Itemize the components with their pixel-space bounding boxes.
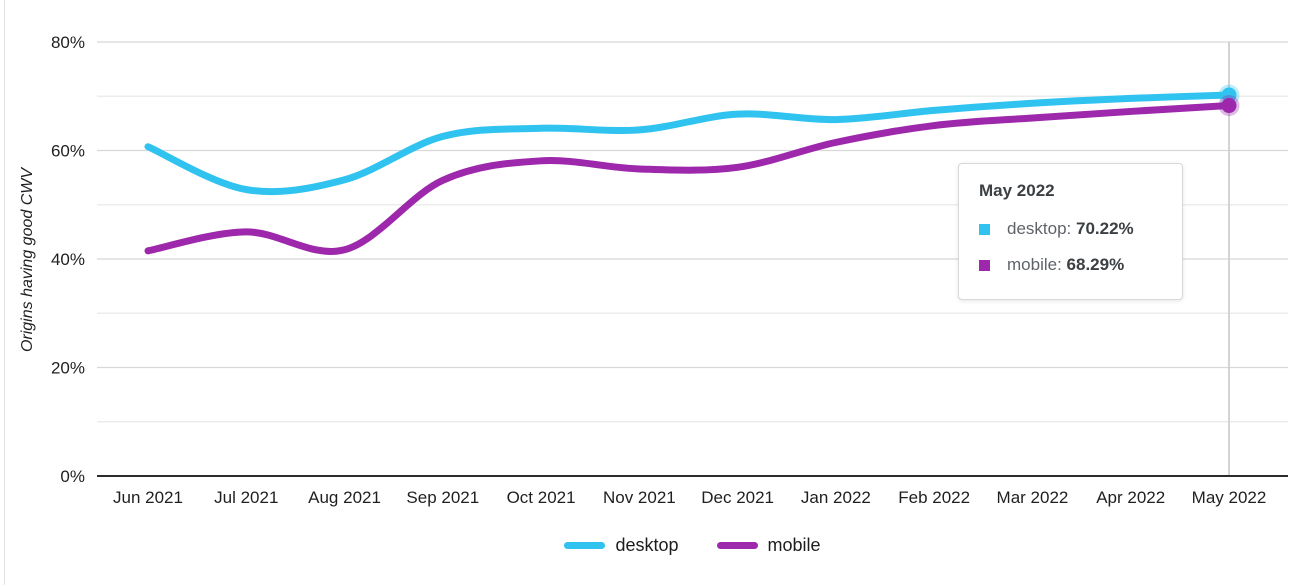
tooltip-title: May 2022 <box>979 181 1055 200</box>
x-tick-label: May 2022 <box>1192 488 1267 507</box>
x-tick-label: Feb 2022 <box>898 488 970 507</box>
mobile-end-dot[interactable] <box>1221 98 1237 114</box>
x-tick-label: Mar 2022 <box>997 488 1069 507</box>
x-tick-label: Aug 2021 <box>308 488 381 507</box>
desktop-swatch-icon <box>979 223 990 235</box>
desktop-line-swatch-icon <box>564 542 606 549</box>
x-tick-label: Sep 2021 <box>406 488 479 507</box>
tooltip: May 2022 desktop: 70.22% mobile: 68.29% <box>958 163 1183 300</box>
y-tick-label: 0% <box>60 467 85 486</box>
line-chart-plot-area[interactable]: 80% 60% 40% 20% 0% Jun 2021 Jul 2021 Aug 2021 Se… <box>0 0 1301 520</box>
card-left-border <box>4 0 5 585</box>
mobile-swatch-icon <box>979 259 990 271</box>
x-tick-label: Oct 2021 <box>507 488 576 507</box>
x-tick-label: Jul 2021 <box>214 488 278 507</box>
tooltip-row-desktop: desktop: 70.22% <box>979 219 1162 239</box>
mobile-line[interactable] <box>144 102 1233 255</box>
y-tick-label: 20% <box>51 359 85 378</box>
legend-item-mobile[interactable]: mobile <box>716 535 821 556</box>
legend-desktop-label: desktop <box>615 535 679 555</box>
y-tick-label: 60% <box>51 142 85 161</box>
desktop-line[interactable] <box>144 91 1233 196</box>
y-tick-label: 40% <box>51 250 85 269</box>
legend: desktop mobile <box>97 535 1288 556</box>
tooltip-desktop-label: desktop: <box>1007 219 1072 238</box>
desktop-end-dot[interactable] <box>1221 87 1237 103</box>
legend-mobile-label: mobile <box>767 535 821 555</box>
x-tick-label: Apr 2022 <box>1096 488 1165 507</box>
tooltip-row-mobile: mobile: 68.29% <box>979 255 1162 275</box>
tooltip-mobile-label: mobile: <box>1007 255 1062 274</box>
tooltip-desktop-value: 70.22% <box>1076 219 1134 238</box>
x-tick-label: Nov 2021 <box>603 488 676 507</box>
legend-item-desktop[interactable]: desktop <box>564 535 679 556</box>
mobile-line-swatch-icon <box>716 542 758 549</box>
tooltip-mobile-value: 68.29% <box>1066 255 1125 274</box>
x-tick-label: Dec 2021 <box>701 488 774 507</box>
x-tick-label: Jun 2021 <box>113 488 183 507</box>
y-tick-label: 80% <box>51 33 85 52</box>
x-tick-label: Jan 2022 <box>801 488 871 507</box>
